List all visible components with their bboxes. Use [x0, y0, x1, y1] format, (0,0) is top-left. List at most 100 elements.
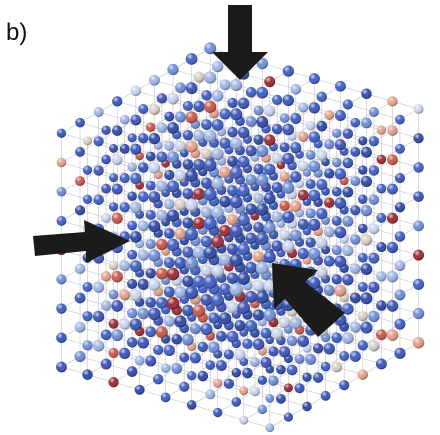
atom-shade: [290, 84, 301, 95]
atom-shade: [369, 136, 379, 146]
atom-shade: [193, 246, 205, 258]
atom-shade: [219, 254, 231, 266]
atom-shade: [309, 161, 321, 173]
atom-shade: [332, 187, 342, 197]
atom-shade: [212, 90, 224, 102]
atom-shade: [161, 363, 171, 373]
atom-shade: [130, 144, 141, 155]
atom-shade: [369, 107, 379, 117]
atom-shade: [56, 362, 67, 373]
atom-shade: [284, 412, 293, 421]
atom-shade: [272, 95, 282, 105]
atom-shade: [309, 102, 320, 113]
atom-shade: [395, 231, 405, 241]
atom-shade: [156, 297, 168, 309]
atom-shade: [171, 363, 182, 374]
atom-shade: [130, 202, 141, 213]
atom-shade: [395, 115, 405, 125]
atom-shade: [298, 132, 308, 142]
atom-shade: [179, 353, 189, 363]
atom-shade: [368, 340, 379, 351]
atom-shade: [306, 237, 316, 247]
atom-shade: [253, 164, 263, 174]
atom-shade: [149, 75, 160, 86]
atom-shade: [224, 379, 234, 389]
atom-shade: [246, 145, 257, 156]
atom-shade: [253, 222, 264, 233]
atom-shade: [208, 312, 219, 323]
atom-shade: [376, 242, 386, 252]
atom-shade: [175, 199, 186, 210]
atom-shade: [101, 184, 111, 194]
atom-shade: [211, 206, 223, 218]
atom-shade: [135, 385, 145, 395]
atom-shade: [213, 379, 222, 388]
atom-shade: [256, 262, 269, 275]
atom-shade: [324, 139, 334, 149]
atom-shade: [83, 165, 92, 174]
atom-shade: [56, 303, 66, 313]
atom-shade: [264, 76, 275, 87]
atom-shade: [204, 159, 217, 172]
atom-shade: [149, 162, 161, 174]
atom-shade: [57, 216, 67, 226]
atom-shade: [376, 329, 387, 340]
atom-shade: [201, 294, 213, 306]
atom-shade: [413, 337, 425, 349]
atom-shade: [358, 369, 369, 380]
atom-shade: [280, 171, 290, 181]
atom-shade: [130, 173, 141, 184]
atom-shade: [204, 188, 217, 201]
atom-shade: [350, 205, 360, 215]
atom-shade: [131, 85, 142, 96]
atom-shade: [167, 268, 180, 281]
atom-shade: [264, 193, 276, 205]
atom-shade: [146, 239, 156, 249]
atom-shade: [201, 323, 213, 335]
atom-shade: [186, 141, 198, 153]
atom-shade: [75, 118, 85, 128]
atom-shade: [239, 416, 248, 425]
atom-shade: [361, 147, 372, 158]
atom-shade: [232, 368, 241, 377]
atom-shade: [272, 153, 283, 164]
atom-shade: [331, 332, 342, 343]
atom-shade: [185, 257, 198, 270]
atom-shade: [268, 375, 278, 385]
atom-shade: [138, 220, 149, 231]
atom-shade: [279, 201, 289, 211]
atom-shade: [298, 190, 309, 201]
atom-shade: [130, 289, 142, 301]
atom-shade: [358, 340, 368, 350]
atom-shade: [306, 150, 316, 160]
atom-shade: [127, 337, 137, 347]
atom-shade: [369, 194, 380, 205]
atom-shade: [256, 87, 268, 99]
atom-shade: [297, 335, 309, 347]
atom-shade: [149, 104, 160, 115]
atom-shade: [343, 99, 353, 109]
atom-shade: [211, 265, 224, 278]
atom-shade: [246, 87, 257, 98]
atom-shade: [309, 131, 320, 142]
atom-shade: [201, 119, 212, 130]
atom-shade: [119, 319, 130, 330]
atom-shade: [335, 226, 347, 238]
atom-shade: [187, 400, 197, 410]
atom-shade: [167, 122, 179, 134]
atom-shade: [156, 181, 167, 192]
atom-shade: [75, 322, 86, 333]
atom-shade: [204, 246, 217, 259]
atom-shade: [361, 263, 373, 275]
atom-shade: [324, 343, 335, 354]
atom-shade: [183, 188, 194, 199]
atom-shade: [175, 82, 186, 93]
atom-shade: [282, 211, 294, 223]
atom-shade: [324, 285, 335, 296]
atom-shade: [112, 125, 122, 135]
atom-shade: [246, 174, 257, 185]
atom-shade: [377, 155, 387, 165]
atom-shade: [130, 260, 142, 272]
atom-shade: [350, 293, 361, 304]
atom-shade: [127, 221, 137, 231]
